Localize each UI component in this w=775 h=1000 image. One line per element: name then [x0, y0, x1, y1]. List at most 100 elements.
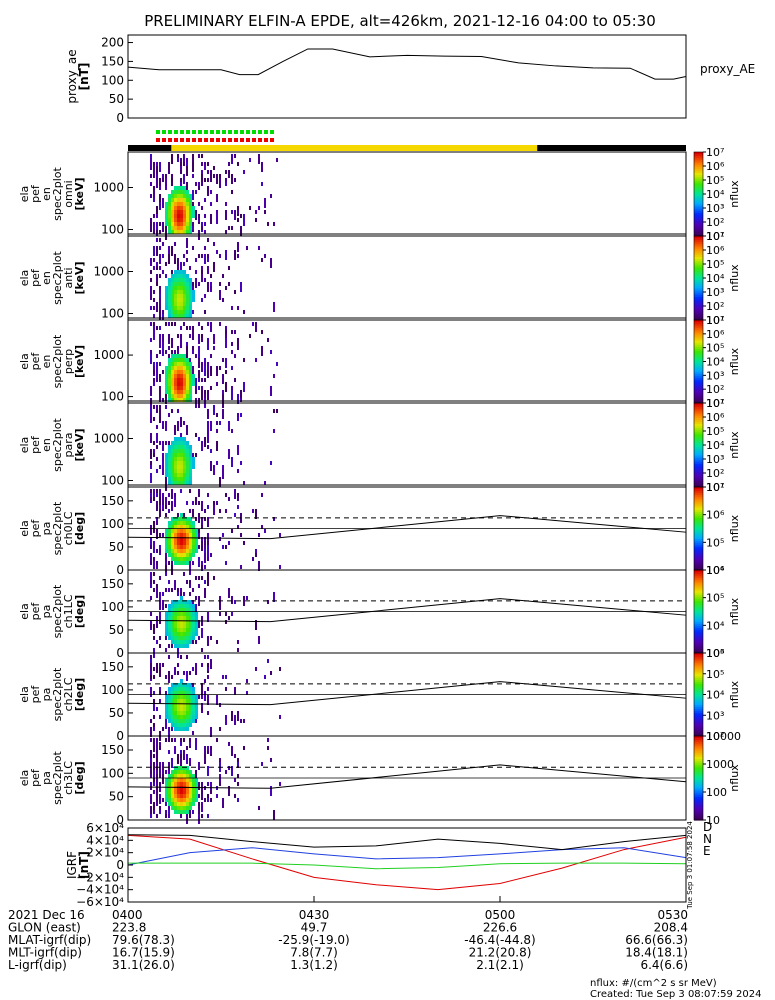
- heat-cell: [192, 632, 195, 636]
- heat-cell: [153, 541, 155, 551]
- heat-cell: [174, 750, 176, 754]
- heat-cell: [150, 580, 152, 584]
- ylabel-line: ela: [18, 353, 31, 370]
- cbar-tick-label: 10⁴: [706, 689, 725, 702]
- heat-cell: [153, 549, 155, 553]
- igrf-legend-N: N: [703, 832, 712, 846]
- heat-cell: [183, 782, 186, 786]
- ytick-label: −4×10⁴: [76, 883, 124, 897]
- heat-cell: [234, 687, 236, 691]
- heat-cell: [186, 302, 189, 306]
- heat-cell: [153, 190, 155, 194]
- cbar-tick-label: 10²: [706, 383, 724, 396]
- heat-cell: [168, 162, 170, 172]
- status-dot-green: [198, 130, 202, 134]
- heat-cell: [153, 521, 155, 525]
- colorbar-cell: [694, 599, 703, 602]
- heat-cell: [165, 553, 167, 557]
- heat-cell: [219, 758, 221, 762]
- status-dot-green: [246, 130, 250, 134]
- heat-cell: [192, 588, 194, 592]
- heat-cell: [210, 386, 212, 390]
- heat-cell: [165, 648, 167, 652]
- heat-cell: [183, 553, 186, 557]
- heat-cell: [201, 298, 203, 302]
- heat-cell: [225, 178, 227, 182]
- colorbar-cell: [694, 261, 703, 264]
- heat-cell: [168, 294, 171, 298]
- heat-cell: [165, 350, 167, 354]
- heat-cell: [168, 798, 171, 802]
- para-frame: [127, 402, 687, 488]
- side-stamp: Tue Sep 3 01:07:58 2024: [686, 821, 694, 910]
- heat-cell: [189, 230, 192, 234]
- heat-cell: [159, 334, 161, 338]
- heat-cell: [177, 473, 180, 477]
- heat-cell: [153, 417, 155, 421]
- heat-cell: [183, 525, 186, 529]
- heat-cell: [273, 222, 275, 226]
- heat-cell: [195, 278, 197, 288]
- heat-cell: [153, 330, 155, 340]
- colorbar-cell: [694, 330, 703, 334]
- heat-cell: [156, 758, 158, 762]
- heat-cell: [186, 525, 189, 529]
- heat-cell: [183, 386, 186, 390]
- heat-cell: [168, 770, 170, 774]
- heat-cell: [261, 162, 263, 172]
- heat-cell: [189, 671, 191, 675]
- heat-cell: [171, 358, 174, 362]
- heat-cell: [186, 286, 189, 290]
- heat-cell: [237, 338, 239, 348]
- heat-cell: [165, 206, 168, 210]
- heat-cell: [168, 608, 171, 612]
- heat-cell: [150, 218, 152, 222]
- colorbar-cell: [694, 332, 703, 336]
- heat-cell: [213, 242, 215, 246]
- cbar-tick-label: 10²: [706, 467, 724, 480]
- heat-cell: [171, 707, 174, 711]
- colorbar-cell: [694, 442, 703, 446]
- heat-cell: [153, 802, 155, 812]
- heat-cell: [270, 194, 272, 198]
- heat-cell: [165, 174, 167, 178]
- heat-cell: [174, 390, 177, 394]
- heat-cell: [156, 561, 158, 565]
- heat-cell: [213, 576, 215, 580]
- heat-cell: [174, 727, 177, 731]
- heat-cell: [162, 505, 164, 509]
- heat-cell: [186, 310, 189, 314]
- heat-cell: [171, 394, 174, 398]
- heat-cell: [156, 766, 158, 770]
- heat-cell: [156, 742, 158, 752]
- colorbar-cell: [694, 740, 703, 743]
- heat-cell: [189, 310, 192, 314]
- colorbar-cell: [694, 671, 703, 675]
- heat-cell: [153, 770, 155, 780]
- colorbar-cell: [694, 248, 703, 252]
- ytick-label: 100: [101, 766, 124, 780]
- heat-cell: [252, 509, 254, 513]
- xrow-value: 0500: [485, 908, 516, 922]
- heat-cell: [165, 322, 167, 326]
- heat-cell: [174, 521, 177, 525]
- heat-cell: [165, 214, 168, 218]
- heat-cell: [216, 421, 218, 425]
- colorbar-cell: [694, 413, 703, 417]
- cbar-tick-label: 10⁴: [706, 439, 725, 452]
- heat-cell: [171, 636, 174, 640]
- cbar-tick-label: 10⁵: [706, 668, 724, 681]
- heat-cell: [201, 794, 203, 798]
- heat-cell: [189, 449, 192, 453]
- heat-cell: [171, 246, 173, 256]
- heat-cell: [231, 711, 233, 721]
- heat-cell: [237, 497, 239, 501]
- colorbar-cell: [694, 449, 703, 452]
- heat-cell: [177, 382, 180, 386]
- heat-cell: [195, 386, 197, 390]
- xrow-value: 7.8(7.7): [290, 946, 338, 960]
- colorbar-cell: [694, 265, 703, 269]
- colorbar-cell: [694, 748, 703, 752]
- status-dot-green: [216, 130, 220, 134]
- heat-cell: [189, 489, 191, 493]
